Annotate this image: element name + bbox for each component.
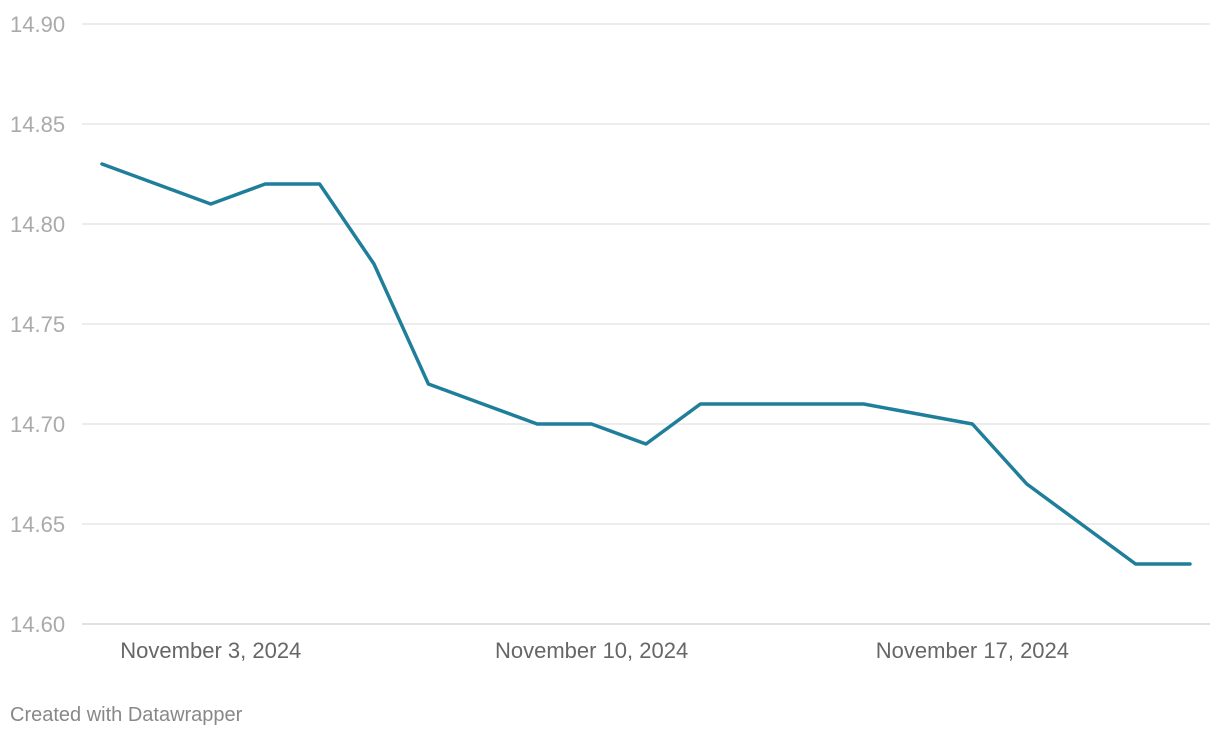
y-axis-tick-labels: 14.90 14.85 14.80 14.75 14.70 14.65 14.60 <box>10 12 65 637</box>
series-line-0 <box>100 162 1192 566</box>
y-tick-label: 14.80 <box>10 212 65 237</box>
x-tick-label: November 17, 2024 <box>876 638 1069 663</box>
y-tick-label: 14.75 <box>10 312 65 337</box>
y-tick-label: 14.60 <box>10 612 65 637</box>
gridlines <box>82 23 1210 625</box>
x-axis-tick-labels: November 3, 2024 November 10, 2024 Novembe… <box>120 638 1069 663</box>
x-tick-label: November 10, 2024 <box>495 638 688 663</box>
series-lines <box>100 162 1192 566</box>
x-tick-label: November 3, 2024 <box>120 638 301 663</box>
y-tick-label: 14.85 <box>10 112 65 137</box>
footer-credit: Created with Datawrapper <box>10 704 243 726</box>
y-tick-label: 14.70 <box>10 412 65 437</box>
y-tick-label: 14.90 <box>10 12 65 37</box>
y-tick-label: 14.65 <box>10 512 65 537</box>
